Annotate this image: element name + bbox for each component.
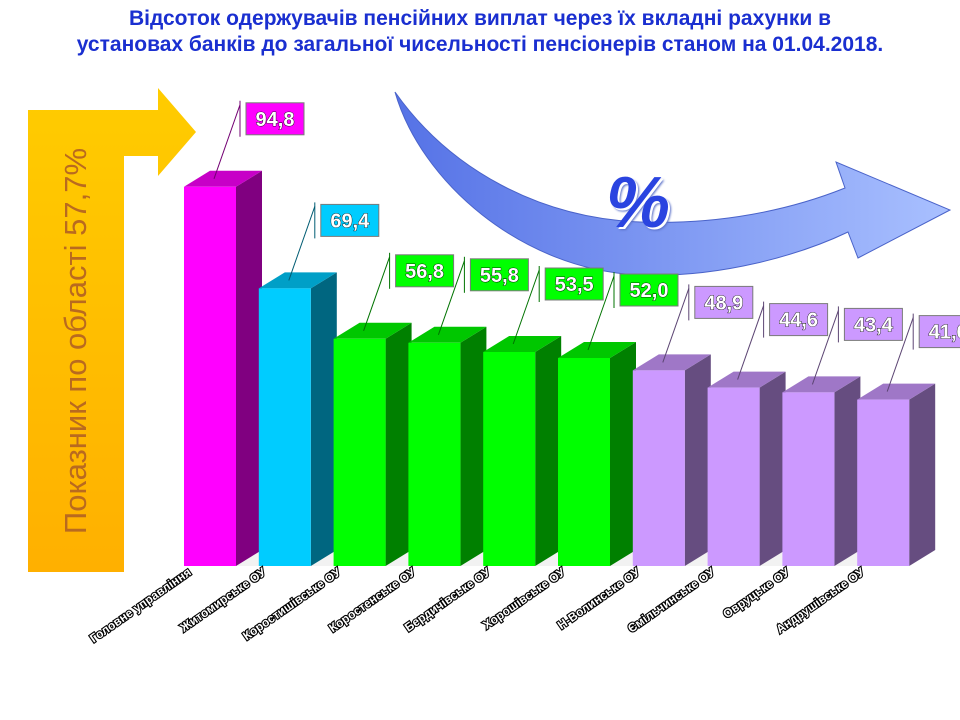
value-label-8: 44,6 <box>737 301 829 380</box>
value-label-box <box>769 303 829 337</box>
chart-title-line-2: установах банків до загальної чисельност… <box>76 33 884 56</box>
bar-top <box>782 376 861 393</box>
bar-top <box>258 272 337 289</box>
value-label-box <box>619 273 679 307</box>
value-label-box <box>245 102 305 136</box>
value-label-text: 41,6 <box>929 322 960 344</box>
bar-top <box>333 322 412 339</box>
value-label-4: 55,8 <box>437 256 529 335</box>
percent-symbol: % <box>606 163 671 243</box>
bar-side <box>759 371 786 566</box>
leader-line <box>662 288 690 363</box>
bar-3 <box>333 322 412 566</box>
bar-front <box>632 370 685 566</box>
leader-line <box>437 260 465 335</box>
bar-7 <box>632 354 711 566</box>
bar-top <box>558 342 636 358</box>
bar-side <box>236 170 262 567</box>
value-label-box <box>544 267 604 301</box>
bar-top <box>408 326 487 343</box>
leader-line <box>737 305 765 380</box>
bar-front <box>184 186 236 567</box>
value-label-box <box>918 315 960 349</box>
value-label-10: 41,6 <box>886 313 960 392</box>
value-label-3: 56,8 <box>363 252 455 331</box>
leader-line <box>512 269 540 345</box>
bar-side <box>385 322 412 566</box>
value-label-text: 52,0 <box>630 280 669 302</box>
bar-8 <box>707 371 786 566</box>
value-label-7: 48,9 <box>662 284 754 363</box>
value-label-text: 56,8 <box>405 261 444 283</box>
bar-front <box>857 399 910 566</box>
value-label-text: 53,5 <box>555 274 594 296</box>
bar-top <box>857 383 936 400</box>
leader-line <box>587 275 615 351</box>
bar-front <box>408 342 461 566</box>
value-labels-group: 94,8 69,4 56,8 55,8 53,5 52,0 48,9 44,6 43,4 41,6 <box>213 100 960 392</box>
value-label-1: 94,8 <box>213 100 305 179</box>
bar-front <box>782 392 835 566</box>
bar-front <box>258 288 311 566</box>
leader-line <box>886 317 914 392</box>
value-label-5: 53,5 <box>512 266 604 345</box>
bar-front <box>707 387 760 566</box>
category-label-9: Овруцьке ОУ <box>720 565 792 621</box>
value-label-text: 48,9 <box>704 292 743 314</box>
value-label-text: 69,4 <box>330 210 370 232</box>
bar-side <box>909 383 936 566</box>
bar-6 <box>558 342 636 566</box>
side-arrow-shape <box>28 88 196 572</box>
bar-10 <box>857 383 936 566</box>
chart-title-line-1: Відсоток одержувачів пенсійних виплат че… <box>128 7 832 30</box>
bar-1 <box>184 170 262 567</box>
value-label-text: 44,6 <box>779 310 818 332</box>
bar-side <box>684 354 711 566</box>
value-label-text: 43,4 <box>854 314 894 336</box>
leader-line <box>288 206 316 281</box>
value-label-2: 69,4 <box>288 202 380 281</box>
bar-top <box>707 371 786 388</box>
curved-arrow-shape <box>394 91 952 276</box>
bar-side <box>610 342 636 566</box>
bar-side <box>535 336 562 566</box>
leader-line <box>213 104 241 179</box>
leader-line <box>363 256 391 331</box>
chart-title: Відсоток одержувачів пенсійних виплат че… <box>0 6 960 58</box>
value-label-box <box>469 258 529 292</box>
bars-group <box>184 170 936 567</box>
bar-side <box>834 376 861 566</box>
bar-4 <box>408 326 487 566</box>
category-label-1: Головне управління <box>87 565 194 645</box>
value-label-box <box>694 285 754 319</box>
value-label-6: 52,0 <box>587 272 679 351</box>
bar-2 <box>258 272 337 566</box>
bar-top <box>483 336 562 352</box>
bar-front <box>483 352 536 566</box>
bar-front <box>558 358 610 566</box>
value-label-text: 55,8 <box>480 265 519 287</box>
bar-9 <box>782 376 861 566</box>
bar-top <box>184 170 262 187</box>
region-indicator-label: Показник по області 57,7% <box>58 147 93 535</box>
leader-line <box>811 310 839 385</box>
bar-side <box>310 272 337 566</box>
bar-5 <box>483 336 562 566</box>
bar-side <box>460 326 487 566</box>
region-indicator: Показник по області 57,7% <box>28 110 124 572</box>
value-label-box <box>395 254 455 288</box>
value-label-text: 94,8 <box>256 109 295 131</box>
bar-front <box>333 338 386 566</box>
value-label-box <box>843 307 903 341</box>
value-label-box <box>320 203 380 237</box>
value-label-9: 43,4 <box>811 306 903 385</box>
bar-top <box>632 354 711 371</box>
